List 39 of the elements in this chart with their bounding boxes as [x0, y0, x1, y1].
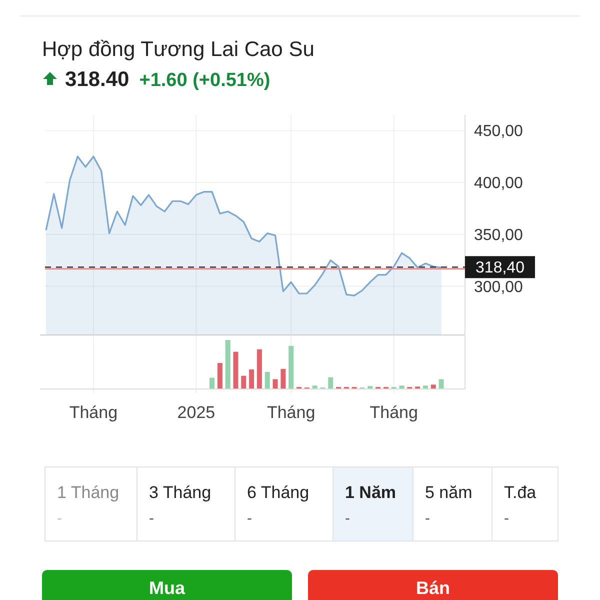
bar	[280, 368, 286, 389]
bar	[438, 379, 444, 389]
bar	[288, 346, 294, 389]
text: -	[504, 510, 509, 527]
x-tick-label: 2025	[177, 403, 216, 422]
text: -	[149, 510, 154, 527]
bar	[272, 379, 278, 389]
text: -	[345, 510, 350, 527]
y-tick-label: 450,00	[474, 123, 524, 140]
bar	[328, 377, 334, 389]
bar	[264, 372, 270, 389]
text: 3 Tháng	[149, 483, 212, 502]
text: -	[57, 510, 62, 527]
bar	[430, 384, 436, 389]
x-tick-label: Tháng	[69, 403, 118, 422]
x-tick-label: Tháng	[266, 403, 316, 422]
y-tick-label: 300,00	[474, 278, 524, 296]
bar	[217, 363, 222, 389]
x-tick-label: Tháng	[370, 403, 418, 422]
text: 1 Tháng	[57, 483, 120, 502]
bar	[256, 349, 262, 389]
text: -	[247, 510, 252, 527]
text: T.đa	[504, 483, 537, 502]
bar	[210, 378, 215, 389]
bar	[241, 376, 246, 389]
ref-line-label: 318,40	[476, 260, 525, 277]
text: 1 Năm	[345, 483, 396, 502]
bar	[249, 369, 254, 389]
text: 5 năm	[425, 483, 472, 502]
text: Mua	[149, 578, 186, 598]
bar	[233, 352, 238, 389]
text: 6 Tháng	[247, 483, 310, 502]
y-tick-label: 350,00	[474, 226, 524, 244]
bar	[225, 340, 230, 389]
chart-title: Hợp đồng Tương Lai Cao Su	[42, 38, 314, 61]
y-tick-label: 400,00	[474, 175, 524, 192]
chart-subtitle: 318.40 +1.60 (+0.51%)	[65, 68, 270, 91]
text: Bán	[416, 578, 450, 598]
text: -	[425, 510, 430, 527]
